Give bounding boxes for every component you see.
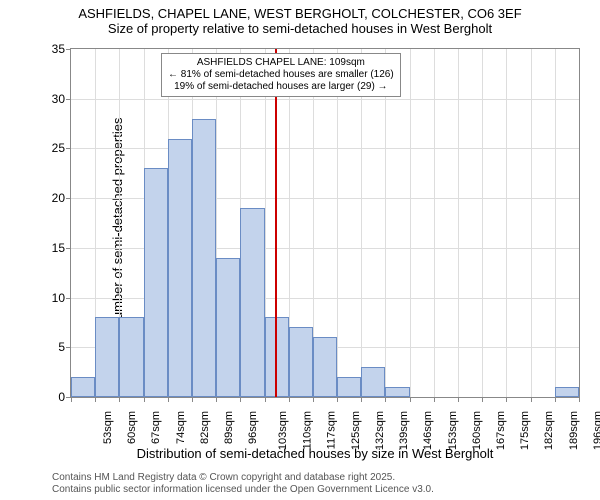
ytick-label: 20 (35, 191, 65, 205)
xtick-label: 182sqm (544, 411, 556, 450)
ytick-label: 10 (35, 291, 65, 305)
xtick-label: 110sqm (301, 411, 313, 449)
footer-attribution: Contains HM Land Registry data © Crown c… (52, 472, 434, 496)
ytick-label: 5 (35, 340, 65, 354)
titles: ASHFIELDS, CHAPEL LANE, WEST BERGHOLT, C… (0, 0, 600, 36)
xtick-label: 82sqm (199, 411, 211, 444)
histogram-bar (385, 387, 409, 397)
ytick-label: 35 (35, 42, 65, 56)
xtick-label: 67sqm (150, 411, 162, 444)
xtick-label: 53sqm (102, 411, 114, 444)
xtick-label: 139sqm (398, 411, 410, 450)
chart-container: ASHFIELDS, CHAPEL LANE, WEST BERGHOLT, C… (0, 0, 600, 500)
xtick-label: 167sqm (495, 411, 507, 450)
xtick-label: 103sqm (277, 411, 289, 450)
footer-line1: Contains HM Land Registry data © Crown c… (52, 472, 434, 484)
histogram-bar (192, 119, 216, 397)
histogram-bar (71, 377, 95, 397)
histogram-bar (144, 168, 168, 397)
xtick-label: 146sqm (423, 411, 435, 450)
xtick-label: 117sqm (325, 411, 337, 449)
annotation-box: ASHFIELDS CHAPEL LANE: 109sqm← 81% of se… (161, 53, 401, 97)
histogram-bar (95, 317, 119, 397)
xtick-label: 125sqm (350, 411, 362, 450)
xtick-label: 60sqm (126, 411, 138, 444)
x-axis-label: Distribution of semi-detached houses by … (50, 446, 580, 461)
xtick-label: 175sqm (519, 411, 531, 450)
xtick-label: 189sqm (568, 411, 580, 450)
histogram-bar (337, 377, 361, 397)
title-subtitle: Size of property relative to semi-detach… (0, 21, 600, 36)
footer-line2: Contains public sector information licen… (52, 484, 434, 496)
histogram-bar (168, 139, 192, 398)
annotation-line2: ← 81% of semi-detached houses are smalle… (168, 69, 394, 81)
xtick-label: 196sqm (592, 411, 600, 450)
ytick-label: 0 (35, 390, 65, 404)
histogram-bar (216, 258, 240, 397)
histogram-bar (119, 317, 143, 397)
histogram-bar (555, 387, 579, 397)
xtick-label: 132sqm (374, 411, 386, 450)
annotation-line3: 19% of semi-detached houses are larger (… (168, 81, 394, 93)
chart-area: Number of semi-detached properties 05101… (50, 48, 580, 428)
xtick-label: 96sqm (247, 411, 259, 444)
xtick-label: 160sqm (471, 411, 483, 450)
xtick-label: 153sqm (447, 411, 459, 450)
plot-area: 0510152025303553sqm60sqm67sqm74sqm82sqm8… (70, 48, 580, 398)
title-address: ASHFIELDS, CHAPEL LANE, WEST BERGHOLT, C… (0, 6, 600, 21)
histogram-bar (240, 208, 264, 397)
xtick-label: 89sqm (223, 411, 235, 444)
ytick-label: 15 (35, 241, 65, 255)
histogram-bar (313, 337, 337, 397)
histogram-bar (289, 327, 313, 397)
marker-line (275, 49, 277, 397)
xtick-label: 74sqm (175, 411, 187, 444)
annotation-line1: ASHFIELDS CHAPEL LANE: 109sqm (168, 57, 394, 69)
histogram-bar (361, 367, 385, 397)
ytick-label: 30 (35, 92, 65, 106)
ytick-label: 25 (35, 141, 65, 155)
